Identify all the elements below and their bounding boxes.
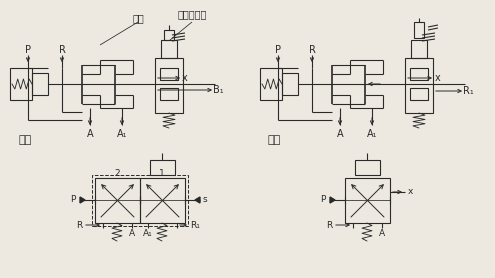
Text: 通电: 通电 bbox=[268, 135, 281, 145]
Text: 断电: 断电 bbox=[18, 135, 31, 145]
Text: P: P bbox=[70, 195, 76, 205]
Bar bbox=[405, 58, 433, 113]
Text: 电磁先导阀: 电磁先导阀 bbox=[177, 9, 207, 19]
Text: R: R bbox=[58, 45, 65, 55]
Bar bbox=[10, 68, 32, 100]
Bar bbox=[345, 178, 390, 223]
Bar bbox=[355, 160, 380, 175]
Bar bbox=[32, 73, 48, 95]
Bar bbox=[92, 175, 188, 226]
Bar bbox=[95, 178, 140, 223]
Text: A: A bbox=[379, 229, 385, 237]
Bar bbox=[260, 68, 282, 100]
Text: A₁: A₁ bbox=[117, 129, 127, 139]
Text: A: A bbox=[337, 129, 344, 139]
Text: 2: 2 bbox=[114, 168, 120, 177]
Bar bbox=[410, 88, 428, 100]
Text: R: R bbox=[76, 220, 82, 230]
Bar bbox=[160, 88, 178, 100]
Text: P: P bbox=[275, 45, 281, 55]
Text: P: P bbox=[320, 195, 326, 205]
Bar bbox=[155, 58, 183, 113]
Text: R: R bbox=[326, 220, 332, 230]
Bar bbox=[282, 73, 298, 95]
Text: R₁: R₁ bbox=[190, 220, 200, 230]
Text: R₁: R₁ bbox=[463, 86, 473, 96]
Bar bbox=[410, 68, 428, 80]
Text: A: A bbox=[129, 229, 135, 237]
Bar bbox=[160, 68, 178, 80]
Text: R: R bbox=[308, 45, 315, 55]
Bar bbox=[150, 160, 175, 175]
Text: x: x bbox=[407, 187, 413, 197]
Text: x: x bbox=[435, 73, 441, 83]
Text: B₁: B₁ bbox=[213, 85, 223, 95]
Polygon shape bbox=[80, 197, 85, 203]
Bar bbox=[161, 40, 177, 58]
Bar bbox=[140, 178, 185, 223]
Bar bbox=[414, 22, 424, 38]
Polygon shape bbox=[330, 197, 335, 203]
Text: P: P bbox=[25, 45, 31, 55]
Bar bbox=[164, 30, 174, 40]
Text: A₁: A₁ bbox=[367, 129, 377, 139]
Text: 1: 1 bbox=[159, 168, 165, 177]
Text: A: A bbox=[87, 129, 94, 139]
Text: 主阀: 主阀 bbox=[132, 13, 144, 23]
Text: s: s bbox=[202, 195, 207, 205]
Bar bbox=[411, 40, 427, 58]
Text: A₁: A₁ bbox=[143, 229, 153, 237]
Text: x: x bbox=[182, 73, 188, 83]
Polygon shape bbox=[195, 197, 200, 203]
